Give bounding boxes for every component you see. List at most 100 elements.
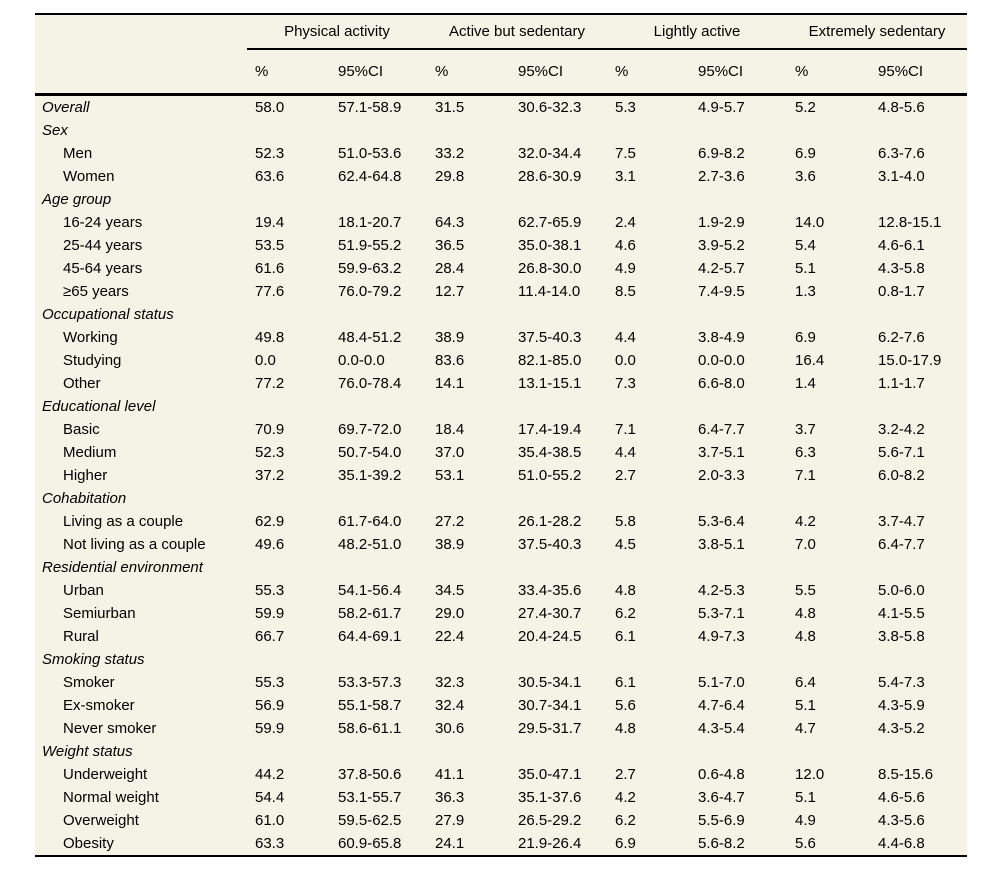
ci-value-cell: 37.5-40.3 bbox=[518, 329, 582, 346]
ci-value-cell: 3.2-4.2 bbox=[878, 421, 925, 438]
column-group-extremely-sedentary: Extremely sedentary bbox=[787, 14, 968, 50]
ci-header: 95%CI bbox=[689, 49, 788, 96]
percent-value-cell: 3.1 bbox=[615, 168, 636, 185]
ci-value-cell: 1.1-1.7 bbox=[878, 375, 925, 392]
ci-value-cell bbox=[869, 556, 967, 579]
ci-value-cell: 69.7-72.0 bbox=[338, 421, 402, 438]
percent-header: % bbox=[607, 49, 690, 96]
ci-value-cell: 51.0-53.6 bbox=[338, 145, 402, 162]
row-label: Not living as a couple bbox=[63, 536, 206, 553]
ci-value-cell: 26.5-29.2 bbox=[518, 812, 582, 829]
ci-value-cell bbox=[689, 487, 787, 510]
ci-value-cell bbox=[329, 188, 427, 211]
percent-value-cell: 7.5 bbox=[615, 145, 636, 162]
percent-value-cell bbox=[607, 119, 689, 142]
ci-value-cell: 35.0-38.1 bbox=[518, 237, 582, 254]
percent-value-cell: 3.6 bbox=[795, 168, 816, 185]
ci-value-cell: 32.0-34.4 bbox=[518, 145, 582, 162]
ci-value-cell: 5.3-7.1 bbox=[698, 605, 745, 622]
ci-value-cell bbox=[689, 188, 787, 211]
percent-value-cell: 4.9 bbox=[795, 812, 816, 829]
ci-value-cell: 6.4-7.7 bbox=[878, 536, 925, 553]
ci-value-cell: 37.5-40.3 bbox=[518, 536, 582, 553]
table-row: Overweight 61.0 59.5-62.5 27.9 26.5-29.2 6.2 5… bbox=[35, 809, 967, 832]
percent-value-cell: 55.3 bbox=[255, 674, 285, 691]
percent-value-cell: 0.0 bbox=[255, 352, 276, 369]
ci-value-cell: 4.3-5.6 bbox=[878, 812, 925, 829]
row-label: Rural bbox=[63, 628, 99, 645]
ci-value-cell bbox=[509, 740, 607, 763]
ci-value-cell bbox=[329, 303, 427, 326]
ci-header: 95%CI bbox=[329, 49, 427, 96]
table-section-row: Weight status bbox=[35, 740, 967, 763]
percent-value-cell: 27.9 bbox=[435, 812, 465, 829]
row-label: Obesity bbox=[63, 835, 114, 852]
ci-value-cell bbox=[509, 188, 607, 211]
ci-value-cell: 35.0-47.1 bbox=[518, 766, 582, 783]
percent-value-cell: 29.0 bbox=[435, 605, 465, 622]
ci-value-cell: 3.8-5.1 bbox=[698, 536, 745, 553]
table-row: 16-24 years 19.4 18.1-20.7 64.3 62.7-65.9 2.4… bbox=[35, 211, 967, 234]
table-row: Women 63.6 62.4-64.8 29.8 28.6-30.9 3.1 2.7-3.… bbox=[35, 165, 967, 188]
ci-value-cell bbox=[869, 487, 967, 510]
percent-value-cell: 2.7 bbox=[615, 467, 636, 484]
ci-value-cell: 3.6-4.7 bbox=[698, 789, 745, 806]
ci-value-cell: 5.6-7.1 bbox=[878, 444, 925, 461]
table-row: Overall 58.0 57.1-58.9 31.5 30.6-32.3 5.3 4.9-… bbox=[35, 95, 967, 120]
ci-value-cell: 13.1-15.1 bbox=[518, 375, 582, 392]
table-row: Working 49.8 48.4-51.2 38.9 37.5-40.3 4.4 3.8-… bbox=[35, 326, 967, 349]
percent-value-cell bbox=[787, 303, 869, 326]
table-row: Normal weight 54.4 53.1-55.7 36.3 35.1-37.6 4… bbox=[35, 786, 967, 809]
column-group-lightly-active: Lightly active bbox=[607, 14, 788, 50]
table-row: Underweight 44.2 37.8-50.6 41.1 35.0-47.1 2.7… bbox=[35, 763, 967, 786]
ci-value-cell: 59.9-63.2 bbox=[338, 260, 402, 277]
percent-value-cell: 53.1 bbox=[435, 467, 465, 484]
column-group-active-but-sedentary: Active but sedentary bbox=[427, 14, 608, 50]
ci-value-cell: 3.1-4.0 bbox=[878, 168, 925, 185]
percent-value-cell bbox=[247, 188, 329, 211]
ci-value-cell: 62.4-64.8 bbox=[338, 168, 402, 185]
row-label: Smoking status bbox=[42, 651, 145, 668]
table-row: Medium 52.3 50.7-54.0 37.0 35.4-38.5 4.4 3.7-5… bbox=[35, 441, 967, 464]
percent-value-cell bbox=[427, 119, 509, 142]
percent-value-cell: 4.8 bbox=[615, 582, 636, 599]
row-label: Cohabitation bbox=[42, 490, 127, 507]
percent-value-cell bbox=[247, 395, 329, 418]
ci-value-cell: 55.1-58.7 bbox=[338, 697, 402, 714]
table-row: Never smoker 59.9 58.6-61.1 30.6 29.5-31.7 4.… bbox=[35, 717, 967, 740]
percent-value-cell bbox=[787, 648, 869, 671]
percent-value-cell bbox=[607, 303, 689, 326]
ci-value-cell: 30.7-34.1 bbox=[518, 697, 582, 714]
percent-value-cell: 5.8 bbox=[615, 513, 636, 530]
percent-value-cell: 54.4 bbox=[255, 789, 285, 806]
ci-value-cell: 48.4-51.2 bbox=[338, 329, 402, 346]
percent-value-cell: 38.9 bbox=[435, 329, 465, 346]
ci-value-cell: 3.7-5.1 bbox=[698, 444, 745, 461]
percent-value-cell: 53.5 bbox=[255, 237, 285, 254]
ci-value-cell: 35.4-38.5 bbox=[518, 444, 582, 461]
ci-value-cell: 48.2-51.0 bbox=[338, 536, 402, 553]
percent-value-cell: 6.3 bbox=[795, 444, 816, 461]
percent-value-cell bbox=[427, 648, 509, 671]
row-label: Studying bbox=[63, 352, 122, 369]
ci-value-cell bbox=[329, 740, 427, 763]
percent-value-cell bbox=[427, 556, 509, 579]
ci-value-cell: 4.2-5.3 bbox=[698, 582, 745, 599]
ci-value-cell bbox=[509, 303, 607, 326]
percent-value-cell bbox=[247, 487, 329, 510]
percent-value-cell: 4.8 bbox=[795, 628, 816, 645]
percent-value-cell: 58.0 bbox=[255, 99, 285, 116]
ci-value-cell: 12.8-15.1 bbox=[878, 214, 942, 231]
percent-value-cell bbox=[607, 487, 689, 510]
percent-value-cell: 7.1 bbox=[795, 467, 816, 484]
ci-value-cell: 57.1-58.9 bbox=[338, 99, 402, 116]
ci-value-cell: 3.8-5.8 bbox=[878, 628, 925, 645]
row-label: Overweight bbox=[63, 812, 139, 829]
percent-value-cell: 19.4 bbox=[255, 214, 285, 231]
ci-value-cell: 30.5-34.1 bbox=[518, 674, 582, 691]
column-group-header-row: Physical activity Active but sedentary L… bbox=[35, 14, 968, 50]
percent-value-cell: 52.3 bbox=[255, 145, 285, 162]
ci-value-cell: 6.4-7.7 bbox=[698, 421, 745, 438]
ci-value-cell: 1.9-2.9 bbox=[698, 214, 745, 231]
ci-value-cell bbox=[329, 119, 427, 142]
